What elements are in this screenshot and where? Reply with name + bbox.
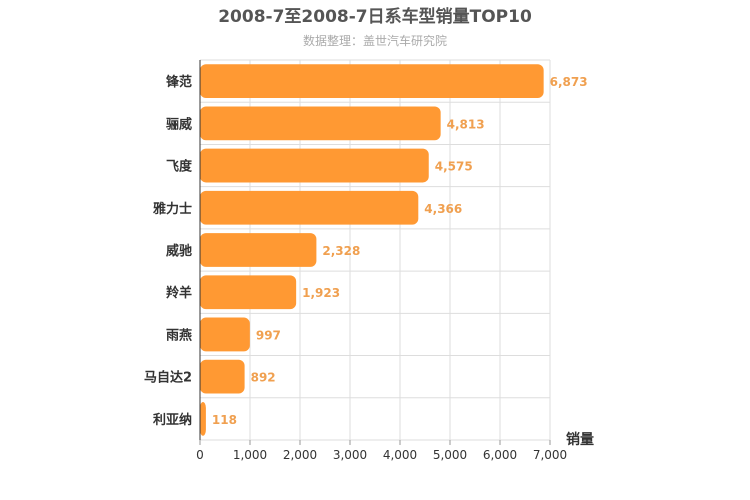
category-label: 威驰 bbox=[166, 243, 192, 259]
x-tick-label: 7,000 bbox=[533, 448, 567, 462]
x-tick-label: 2,000 bbox=[283, 448, 317, 462]
bar bbox=[200, 402, 206, 436]
value-labels: 6,873 4,813 4,575 4,366 2,328 1,923 997 892 118 bbox=[212, 75, 588, 427]
category-label: 利亚纳 bbox=[153, 412, 192, 428]
x-tick-label: 4,000 bbox=[383, 448, 417, 462]
bar bbox=[200, 148, 429, 183]
bar bbox=[200, 275, 297, 310]
x-tick-label: 5,000 bbox=[433, 448, 467, 462]
category-label: 雨燕 bbox=[166, 327, 192, 343]
x-tick-label: 3,000 bbox=[333, 448, 367, 462]
chart-title: 2008-7至2008-7日系车型销量TOP10 bbox=[218, 6, 532, 27]
value-label: 892 bbox=[251, 371, 276, 385]
x-tick-label: 1,000 bbox=[233, 448, 267, 462]
x-tick-label: 6,000 bbox=[483, 448, 517, 462]
value-label: 118 bbox=[212, 413, 237, 427]
chart-subtitle: 数据整理：盖世汽车研究院 bbox=[303, 33, 447, 48]
bar bbox=[200, 233, 317, 267]
category-label: 飞度 bbox=[166, 159, 193, 175]
bar bbox=[200, 317, 250, 352]
bars bbox=[200, 64, 544, 436]
category-label: 骊威 bbox=[166, 116, 192, 132]
value-label: 1,923 bbox=[302, 286, 340, 300]
x-axis-title: 销量 bbox=[566, 431, 594, 448]
bar bbox=[200, 190, 419, 225]
x-tick-labels: 0 1,000 2,000 3,000 4,000 5,000 6,000 7,000 bbox=[196, 440, 567, 462]
category-label: 马自达2 bbox=[144, 370, 192, 386]
bar bbox=[200, 64, 544, 98]
grid bbox=[199, 59, 551, 441]
bar bbox=[200, 106, 441, 141]
category-label: 雅力士 bbox=[153, 201, 192, 217]
value-label: 6,873 bbox=[550, 75, 588, 89]
bar bbox=[200, 359, 245, 394]
value-label: 4,575 bbox=[435, 160, 473, 174]
category-label: 羚羊 bbox=[166, 285, 192, 301]
value-label: 2,328 bbox=[322, 244, 360, 258]
category-label: 锋范 bbox=[166, 74, 192, 90]
x-tick-label: 0 bbox=[196, 448, 204, 462]
value-label: 4,366 bbox=[424, 202, 462, 216]
value-label: 4,813 bbox=[447, 117, 485, 131]
value-label: 997 bbox=[256, 328, 281, 342]
